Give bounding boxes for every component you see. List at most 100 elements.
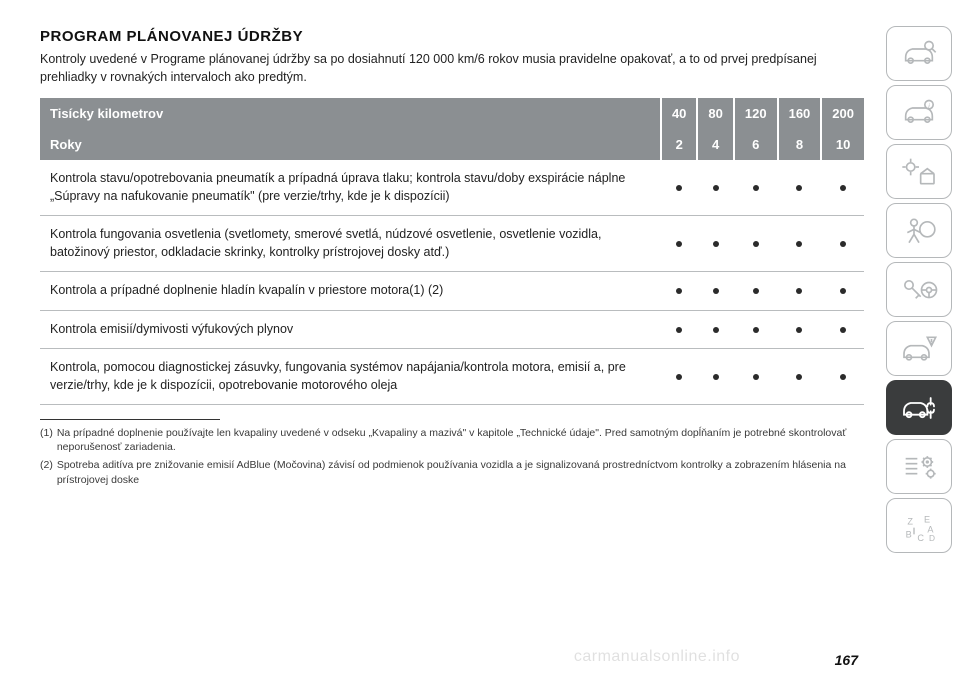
row-mark (821, 310, 864, 349)
row-mark (661, 349, 697, 405)
bullet-icon (713, 288, 719, 294)
nav-settings[interactable] (886, 439, 952, 494)
row-label: Kontrola, pomocou diagnostickej zásuvky,… (40, 349, 661, 405)
row-mark (697, 272, 733, 311)
header-years-3: 8 (778, 129, 822, 160)
row-mark (778, 160, 822, 216)
svg-text:Z: Z (907, 516, 913, 526)
header-km-2: 120 (734, 98, 778, 129)
row-mark (778, 310, 822, 349)
bullet-icon (713, 374, 719, 380)
bullet-icon (753, 327, 759, 333)
header-years-label: Roky (40, 129, 661, 160)
header-row-years: Roky 2 4 6 8 10 (40, 129, 864, 160)
bullet-icon (796, 241, 802, 247)
page-number: 167 (835, 652, 858, 668)
table-row: Kontrola, pomocou diagnostickej zásuvky,… (40, 349, 864, 405)
row-mark (734, 272, 778, 311)
svg-text:D: D (929, 533, 935, 543)
page-title: PROGRAM PLÁNOVANEJ ÚDRŽBY (40, 28, 864, 45)
row-mark (734, 216, 778, 272)
table-row: Kontrola fungovania osvetlenia (svetlome… (40, 216, 864, 272)
bullet-icon (840, 288, 846, 294)
bullet-icon (796, 288, 802, 294)
bullet-icon (676, 241, 682, 247)
header-km-3: 160 (778, 98, 822, 129)
header-km-4: 200 (821, 98, 864, 129)
row-label: Kontrola stavu/opotrebovania pneumatík a… (40, 160, 661, 216)
row-label: Kontrola fungovania osvetlenia (svetlome… (40, 216, 661, 272)
nav-index-icon: ZEBCAD (899, 508, 939, 544)
row-mark (661, 160, 697, 216)
bullet-icon (713, 241, 719, 247)
bullet-icon (676, 374, 682, 380)
row-mark (697, 160, 733, 216)
header-km-0: 40 (661, 98, 697, 129)
row-label: Kontrola a prípadné doplnenie hladín kva… (40, 272, 661, 311)
footnote-num: (2) (40, 458, 53, 486)
bullet-icon (796, 374, 802, 380)
footnote-text: Spotreba aditíva pre znižovanie emisií A… (57, 458, 864, 486)
table-row: Kontrola emisií/dymivosti výfukových ply… (40, 310, 864, 349)
bullet-icon (753, 374, 759, 380)
header-km-1: 80 (697, 98, 733, 129)
row-mark (661, 272, 697, 311)
svg-text:C: C (917, 533, 924, 543)
bullet-icon (676, 288, 682, 294)
nav-lights-icon (899, 154, 939, 190)
nav-airbag[interactable] (886, 203, 952, 258)
svg-text:E: E (924, 514, 930, 524)
row-mark (734, 160, 778, 216)
row-mark (697, 216, 733, 272)
bullet-icon (796, 327, 802, 333)
nav-airbag-icon (899, 213, 939, 249)
nav-key-wheel-icon (899, 272, 939, 308)
footnote-rule (40, 419, 220, 420)
main-content: PROGRAM PLÁNOVANEJ ÚDRŽBY Kontroly uvede… (0, 0, 882, 678)
nav-warning[interactable] (886, 321, 952, 376)
bullet-icon (840, 185, 846, 191)
bullet-icon (753, 241, 759, 247)
footnote: (2) Spotreba aditíva pre znižovanie emisi… (40, 458, 864, 486)
bullet-icon (840, 374, 846, 380)
header-years-1: 4 (697, 129, 733, 160)
bullet-icon (796, 185, 802, 191)
watermark: carmanualsonline.info (574, 648, 740, 666)
row-mark (778, 272, 822, 311)
row-mark (697, 310, 733, 349)
row-label: Kontrola emisií/dymivosti výfukových ply… (40, 310, 661, 349)
row-mark (661, 216, 697, 272)
row-mark (821, 216, 864, 272)
row-mark (778, 349, 822, 405)
nav-index[interactable]: ZEBCAD (886, 498, 952, 553)
bullet-icon (753, 185, 759, 191)
bullet-icon (753, 288, 759, 294)
header-km-label: Tisícky kilometrov (40, 98, 661, 129)
row-mark (734, 349, 778, 405)
footnote-text: Na prípadné doplnenie používajte len kva… (57, 426, 864, 454)
nav-settings-icon (899, 449, 939, 485)
row-mark (821, 160, 864, 216)
bullet-icon (676, 327, 682, 333)
bullet-icon (840, 241, 846, 247)
svg-text:B: B (906, 529, 912, 539)
nav-lights[interactable] (886, 144, 952, 199)
row-mark (778, 216, 822, 272)
nav-info[interactable]: i (886, 85, 952, 140)
nav-inspect[interactable] (886, 26, 952, 81)
header-years-2: 6 (734, 129, 778, 160)
table-row: Kontrola stavu/opotrebovania pneumatík a… (40, 160, 864, 216)
nav-warning-icon (899, 331, 939, 367)
nav-info-icon: i (899, 95, 939, 131)
nav-service-icon (899, 390, 939, 426)
table-row: Kontrola a prípadné doplnenie hladín kva… (40, 272, 864, 311)
row-mark (821, 349, 864, 405)
footnote: (1)Na prípadné doplnenie používajte len … (40, 426, 864, 454)
row-mark (697, 349, 733, 405)
nav-key-wheel[interactable] (886, 262, 952, 317)
row-mark (661, 310, 697, 349)
nav-service[interactable] (886, 380, 952, 435)
side-nav: iZEBCAD (882, 0, 960, 678)
bullet-icon (676, 185, 682, 191)
row-mark (734, 310, 778, 349)
